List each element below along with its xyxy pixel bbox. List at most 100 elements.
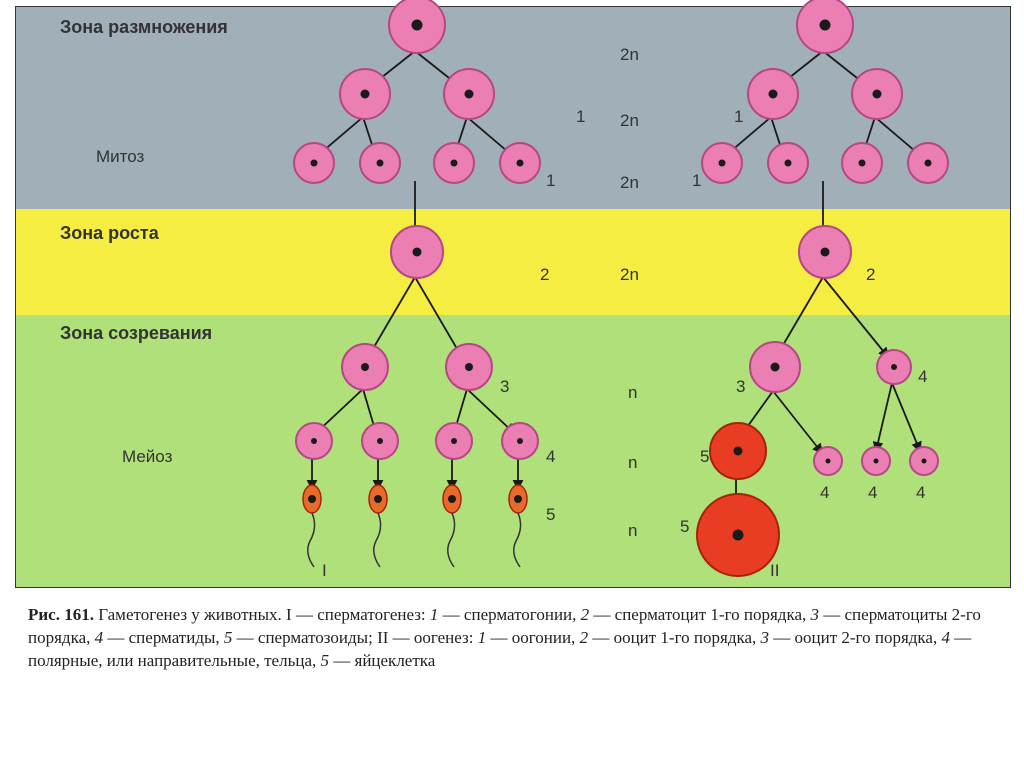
nucleus [451,160,458,167]
cell-number: 1 [734,107,743,127]
e2: — ооцит 1-го порядка, [592,628,756,647]
cell [749,341,801,393]
figure-caption: Рис. 161. Гаметогенез у животных. I — сп… [28,604,996,673]
nucleus [874,459,879,464]
zone-label-mat: Зона созревания [60,323,212,344]
ploidy-label: 2n [620,173,639,193]
cap-p2: II — оогенез: [377,628,473,647]
cell-number: 4 [918,367,927,387]
cell-number: 4 [868,483,877,503]
cell-number: 5 [700,447,709,467]
ploidy-label: 2n [620,45,639,65]
d5: — сперматозоиды; [237,628,373,647]
j4: 4 [941,628,950,647]
cell-number: 1 [692,171,701,191]
cell [295,422,333,460]
cell [390,225,444,279]
nucleus [451,438,457,444]
nucleus [413,248,422,257]
nucleus [922,459,927,464]
e5: — яйцеклетка [333,651,435,670]
cell [701,142,743,184]
cell [909,446,939,476]
cell-number: 4 [546,447,555,467]
i4: 4 [95,628,104,647]
cell [435,422,473,460]
zone-label-grow: Зона роста [60,223,159,244]
zone-sub-mult: Митоз [96,147,144,167]
nucleus [771,363,780,372]
nucleus [859,160,866,167]
cell-number: 2 [866,265,875,285]
nucleus [769,90,778,99]
e1: — оогонии, [490,628,575,647]
fig-num: Рис. 161. [28,605,94,624]
i2: 2 [581,605,590,624]
i1: 1 [430,605,439,624]
nucleus [925,160,932,167]
cell [443,68,495,120]
nucleus [820,20,831,31]
cell [339,68,391,120]
cell-number: 5 [680,517,689,537]
cell [876,349,912,385]
nucleus [734,447,743,456]
j2: 2 [580,628,589,647]
zone-sub-mat: Мейоз [122,447,172,467]
cell [445,343,493,391]
cell [709,422,767,480]
d1: — сперматогонии, [443,605,577,624]
cell [798,225,852,279]
cell [499,142,541,184]
nucleus [311,160,318,167]
nucleus [517,438,523,444]
e3: — ооцит 2-го порядка, [773,628,937,647]
panel-roman: II [770,561,779,581]
cell-number: 1 [576,107,585,127]
zone-label-mult: Зона размножения [60,17,228,38]
nucleus [465,363,473,371]
cell-number: 2 [540,265,549,285]
nucleus [377,438,383,444]
cell [841,142,883,184]
cell [861,446,891,476]
nucleus [873,90,882,99]
j5: 5 [321,651,330,670]
cell-number: 3 [500,377,509,397]
nucleus [412,20,423,31]
d4: — сперматиды, [107,628,219,647]
nucleus [891,364,897,370]
cell [359,142,401,184]
cap-title: Гаметогенез у животных. [98,605,282,624]
cell [341,343,389,391]
ploidy-label: n [628,453,637,473]
cell [747,68,799,120]
i3: 3 [811,605,820,624]
nucleus [377,160,384,167]
nucleus [361,363,369,371]
cell [851,68,903,120]
d2: — сперматоцит 1-го порядка, [593,605,806,624]
i5: 5 [224,628,233,647]
ploidy-label: n [628,521,637,541]
nucleus [821,248,830,257]
cell-number: 5 [546,505,555,525]
nucleus [465,90,474,99]
cell-number: 1 [546,171,555,191]
ploidy-label: 2n [620,111,639,131]
zone-grow [16,209,1010,315]
nucleus [517,160,524,167]
nucleus [361,90,370,99]
nucleus [826,459,831,464]
nucleus [785,160,792,167]
cell [293,142,335,184]
ploidy-label: n [628,383,637,403]
gametogenesis-diagram: Зона размножения Митоз Зона роста Зона созр… [15,6,1011,588]
cell [433,142,475,184]
cell [696,493,780,577]
j3: 3 [761,628,770,647]
cell [501,422,539,460]
nucleus [733,530,744,541]
cell [813,446,843,476]
nucleus [719,160,726,167]
